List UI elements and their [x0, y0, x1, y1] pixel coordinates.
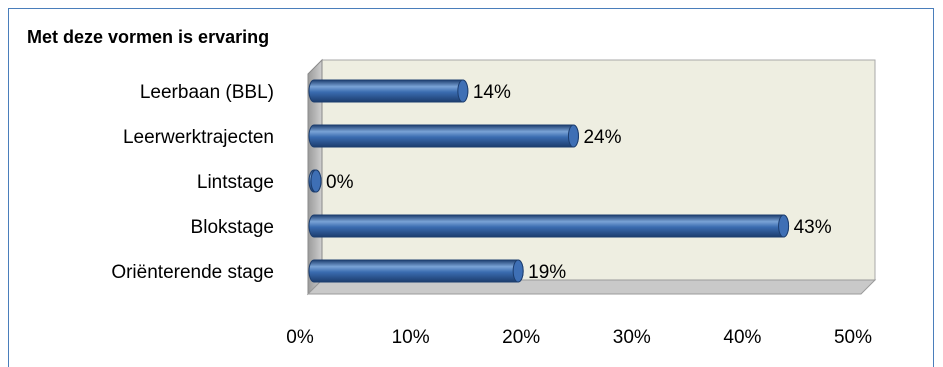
bar-end-cap: [512, 259, 524, 283]
labels-layer: Leerbaan (BBL) 14% Leerwerktrajecten 24% Lin…: [111, 82, 872, 348]
data-label: 14%: [473, 82, 511, 103]
x-tick-label: 20%: [502, 327, 540, 348]
bar-end-cap: [567, 124, 579, 148]
category-label: Leerbaan (BBL): [140, 82, 274, 103]
bar-end-cap: [457, 79, 469, 103]
bars-layer: [308, 79, 790, 283]
category-label: Leerwerktrajecten: [123, 127, 274, 148]
bar-end-cap: [778, 214, 790, 238]
bar: [308, 259, 524, 283]
data-label: 43%: [794, 217, 832, 238]
x-tick-label: 50%: [834, 327, 872, 348]
category-label: Blokstage: [191, 217, 274, 238]
data-label: 0%: [326, 172, 354, 193]
bar: [308, 124, 579, 148]
x-tick-label: 10%: [392, 327, 430, 348]
category-label: Lintstage: [197, 172, 274, 193]
chart-title: Met deze vormen is ervaring: [27, 27, 270, 47]
x-tick-label: 0%: [286, 327, 314, 348]
x-tick-label: 30%: [613, 327, 651, 348]
data-label: 24%: [583, 127, 621, 148]
data-label: 19%: [528, 262, 566, 283]
category-label: Oriënterende stage: [111, 262, 274, 283]
bar: [308, 214, 790, 238]
bar-end-cap: [310, 169, 322, 193]
plot-floor: [306, 279, 877, 295]
x-tick-label: 40%: [723, 327, 761, 348]
bar: [308, 79, 469, 103]
